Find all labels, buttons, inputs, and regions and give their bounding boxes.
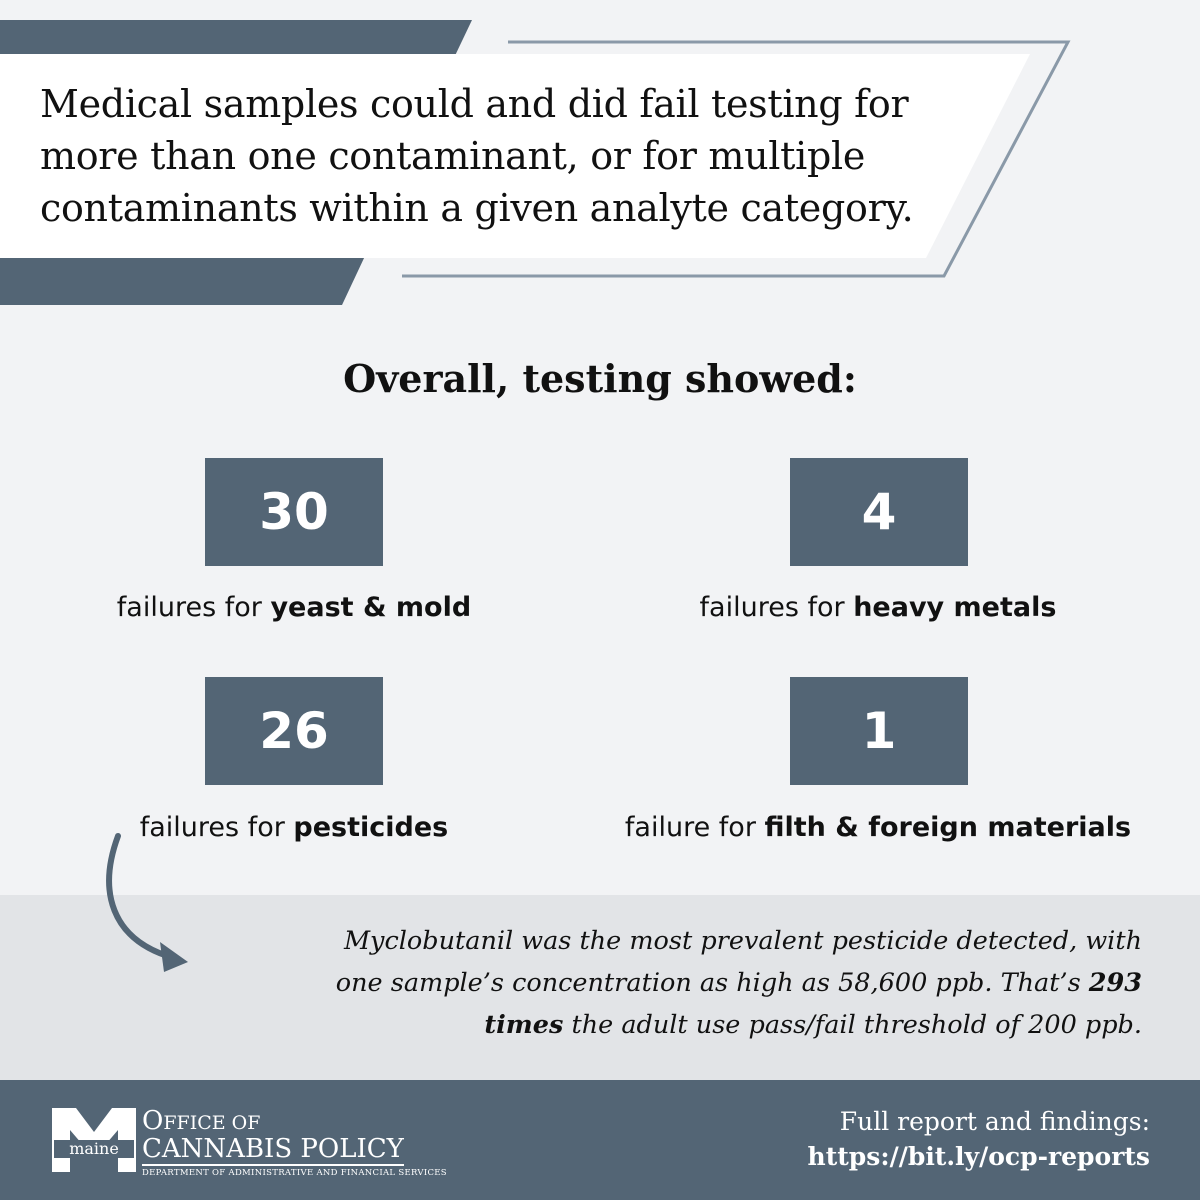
callout-emphasis: 293: [1088, 968, 1142, 998]
stat-value: 1: [861, 702, 897, 760]
stat-box-yeast-mold: 30: [205, 458, 383, 566]
logo-word: maine: [69, 1139, 119, 1158]
logo-title-line2: CANNABIS POLICY: [142, 1134, 404, 1164]
section-heading: Overall, testing showed:: [343, 356, 857, 401]
stat-label-heavy-metals: failures for heavy metals: [578, 592, 1178, 623]
stat-value: 4: [861, 483, 897, 541]
curved-arrow-icon: [106, 833, 188, 972]
stat-value: 26: [259, 702, 329, 760]
callout-line: the adult use pass/fail threshold of 200…: [563, 1010, 1142, 1040]
stat-label-category: yeast & mold: [270, 592, 472, 623]
logo-title-rest: FFICE OF: [163, 1112, 261, 1134]
headline: Medical samples could and did fail testi…: [40, 82, 914, 230]
callout-emphasis: times: [484, 1010, 564, 1040]
footer: [0, 1080, 1200, 1200]
report-link[interactable]: https://bit.ly/ocp-reports: [807, 1142, 1150, 1171]
callout-band: [0, 895, 1200, 1080]
stat-label-filth-foreign: failure for filth & foreign materials: [578, 812, 1178, 843]
callout-line: Myclobutanil was the most prevalent pest…: [343, 926, 1142, 956]
stat-label-pesticides: failures for pesticides: [0, 812, 594, 843]
callout-text: Myclobutanil was the most prevalent pest…: [182, 920, 1142, 1046]
stat-value: 30: [259, 483, 329, 541]
stat-label-prefix: failures for: [699, 592, 854, 623]
stat-label-prefix: failures for: [116, 592, 271, 623]
stat-label-prefix: failure for: [624, 812, 765, 843]
report-label: Full report and findings:: [839, 1107, 1150, 1136]
stat-box-heavy-metals: 4: [790, 458, 968, 566]
logo-initial: O: [142, 1106, 164, 1136]
maine-state-logo-icon: maine: [52, 1108, 136, 1172]
logo-divider: [142, 1164, 404, 1166]
headline-banner: [0, 20, 1071, 305]
stat-label-category: filth & foreign materials: [764, 812, 1132, 843]
stat-label-prefix: failures for: [139, 812, 294, 843]
logo-department: DEPARTMENT OF ADMINISTRATIVE AND FINANCI…: [142, 1168, 447, 1178]
stat-label-category: pesticides: [293, 812, 449, 843]
stat-label-yeast-mold: failures for yeast & mold: [0, 592, 594, 623]
stat-label-category: heavy metals: [853, 592, 1057, 623]
stat-box-pesticides: 26: [205, 677, 383, 785]
stat-box-filth-foreign: 1: [790, 677, 968, 785]
callout-line: one sample’s concentration as high as 58…: [335, 968, 1089, 998]
logo-title-line1: OFFICE OF: [142, 1106, 260, 1136]
